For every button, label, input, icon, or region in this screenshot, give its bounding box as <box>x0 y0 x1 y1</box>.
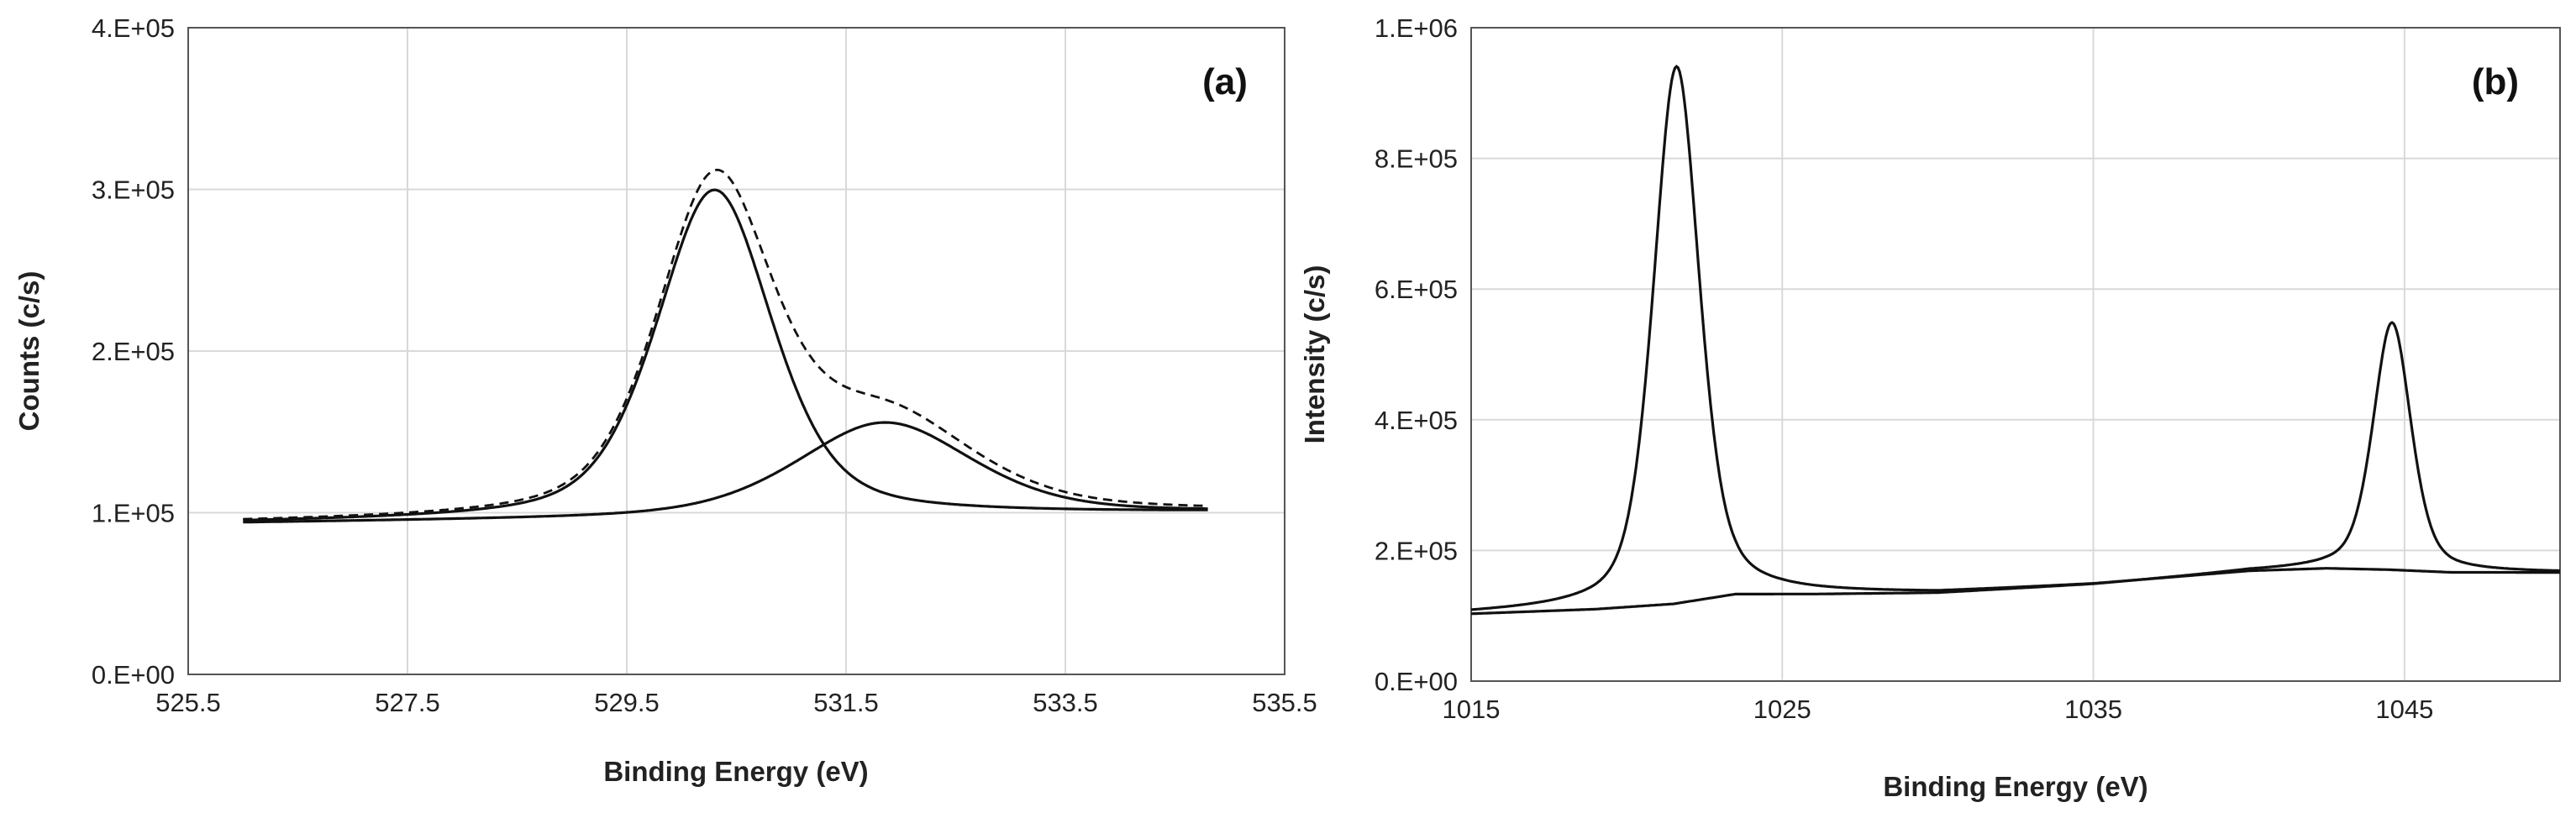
panel-a-label: (a) <box>1202 61 1248 102</box>
panel-b-plot-frame <box>1470 27 2561 682</box>
panel-a-x-axis-title: Binding Energy (eV) <box>603 756 868 787</box>
panel-a-y-tick-label: 4.E+05 <box>92 13 175 43</box>
panel-b-gridlines <box>1471 28 2560 681</box>
panel-a-gridlines <box>188 28 1285 674</box>
panel-a-x-tick-label: 529.5 <box>594 688 660 717</box>
panel-a-x-tick-label: 531.5 <box>813 688 879 717</box>
panel-a-series-envelope <box>243 168 1208 521</box>
panel-a-series-peak-1 <box>243 188 1208 522</box>
panel-b-label: (b) <box>2472 61 2519 102</box>
panel-b-series-peak-1 <box>1470 64 2560 611</box>
panel-a-series-peak-2 <box>243 421 1208 524</box>
panel-a-x-tick-label: 527.5 <box>375 688 440 717</box>
panel-b-x-axis-title: Binding Energy (eV) <box>1883 771 2148 802</box>
panel-b-y-tick-label: 8.E+05 <box>1375 144 1458 174</box>
panel-a-plot-frame <box>187 27 1285 675</box>
panel-a-y-tick-label: 3.E+05 <box>92 176 175 205</box>
panel-b-y-tick-label: 2.E+05 <box>1375 536 1458 565</box>
panel-a-y-tick-label: 0.E+00 <box>92 660 175 690</box>
panel-b-x-tick-label: 1015 <box>1443 695 1501 724</box>
panel-a-x-tick-label: 535.5 <box>1252 688 1317 717</box>
panel-a-x-tick-label: 533.5 <box>1033 688 1098 717</box>
panel-b: 1015 1025 1035 1045 0.E+00 2.E+05 4.E+05 6.E+05… <box>1299 13 2561 802</box>
panel-a-y-tick-label: 2.E+05 <box>92 337 175 366</box>
panel-b-series-peak-2 <box>1470 321 2560 616</box>
panel-b-x-tick-label: 1045 <box>2375 695 2433 724</box>
panel-b-y-tick-label: 0.E+00 <box>1375 667 1458 696</box>
panel-b-x-tick-label: 1025 <box>1753 695 1811 724</box>
panel-b-y-tick-label: 4.E+05 <box>1375 406 1458 435</box>
panel-b-y-tick-label: 6.E+05 <box>1375 275 1458 304</box>
panel-b-x-tick-label: 1035 <box>2064 695 2122 724</box>
panel-b-y-axis-title: Intensity (c/s) <box>1299 265 1330 444</box>
panel-a: 525.5 527.5 529.5 531.5 533.5 535.5 0.E+00 1.E+… <box>13 13 1317 787</box>
panel-a-x-tick-label: 525.5 <box>155 688 221 717</box>
panel-a-y-axis-title: Counts (c/s) <box>13 271 45 432</box>
panel-b-y-tick-label: 1.E+06 <box>1375 13 1458 43</box>
panel-a-y-tick-label: 1.E+05 <box>92 499 175 528</box>
